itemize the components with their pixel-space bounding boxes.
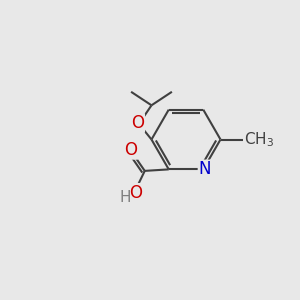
- Text: N: N: [199, 160, 211, 178]
- Text: H: H: [119, 190, 131, 206]
- Text: O: O: [129, 184, 142, 202]
- Text: CH$_3$: CH$_3$: [244, 130, 274, 149]
- Text: O: O: [131, 114, 144, 132]
- Text: O: O: [124, 141, 137, 159]
